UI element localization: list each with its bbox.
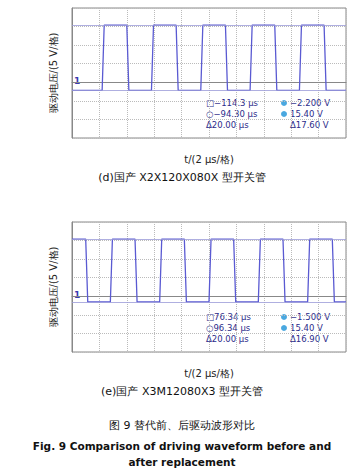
- svg-text:1: 1: [74, 76, 80, 86]
- svg-text:after replacement: after replacement: [128, 456, 235, 468]
- svg-text:(d)国产 X2X120X080X 型开关管: (d)国产 X2X120X080X 型开关管: [98, 171, 266, 184]
- svg-text:图 9 替代前、后驱动波形对比: 图 9 替代前、后驱动波形对比: [109, 419, 255, 432]
- svg-text:驱动电压/(5 V/格): 驱动电压/(5 V/格): [48, 32, 59, 113]
- svg-text:−2.200 V: −2.200 V: [290, 98, 330, 108]
- svg-text:15.40 V: 15.40 V: [290, 108, 323, 119]
- svg-text:t/(2 μs/格): t/(2 μs/格): [184, 368, 234, 379]
- svg-text:(e)国产 X3M12080X3 型开关管: (e)国产 X3M12080X3 型开关管: [101, 385, 263, 398]
- svg-text:1: 1: [74, 290, 80, 300]
- svg-text:□76.34 μs: □76.34 μs: [206, 312, 251, 322]
- svg-text:Fig. 9 Comparison of driving w: Fig. 9 Comparison of driving waveform be…: [33, 440, 331, 452]
- svg-text:15.40 V: 15.40 V: [290, 322, 323, 333]
- svg-text:t/(2 μs/格): t/(2 μs/格): [184, 154, 234, 165]
- svg-text:Δ16.90 V: Δ16.90 V: [290, 334, 329, 344]
- svg-text:Δ17.60 V: Δ17.60 V: [290, 120, 329, 130]
- svg-text:○96.34 μs: ○96.34 μs: [206, 323, 251, 333]
- svg-text:□−114.3 μs: □−114.3 μs: [206, 98, 259, 108]
- svg-text:Δ20.00 μs: Δ20.00 μs: [206, 120, 249, 130]
- svg-text:○−94.30 μs: ○−94.30 μs: [206, 109, 258, 119]
- svg-text:Δ20.00 μs: Δ20.00 μs: [206, 334, 249, 344]
- svg-text:−1.500 V: −1.500 V: [290, 312, 330, 322]
- svg-text:驱动电压/(5 V/格): 驱动电压/(5 V/格): [48, 246, 59, 327]
